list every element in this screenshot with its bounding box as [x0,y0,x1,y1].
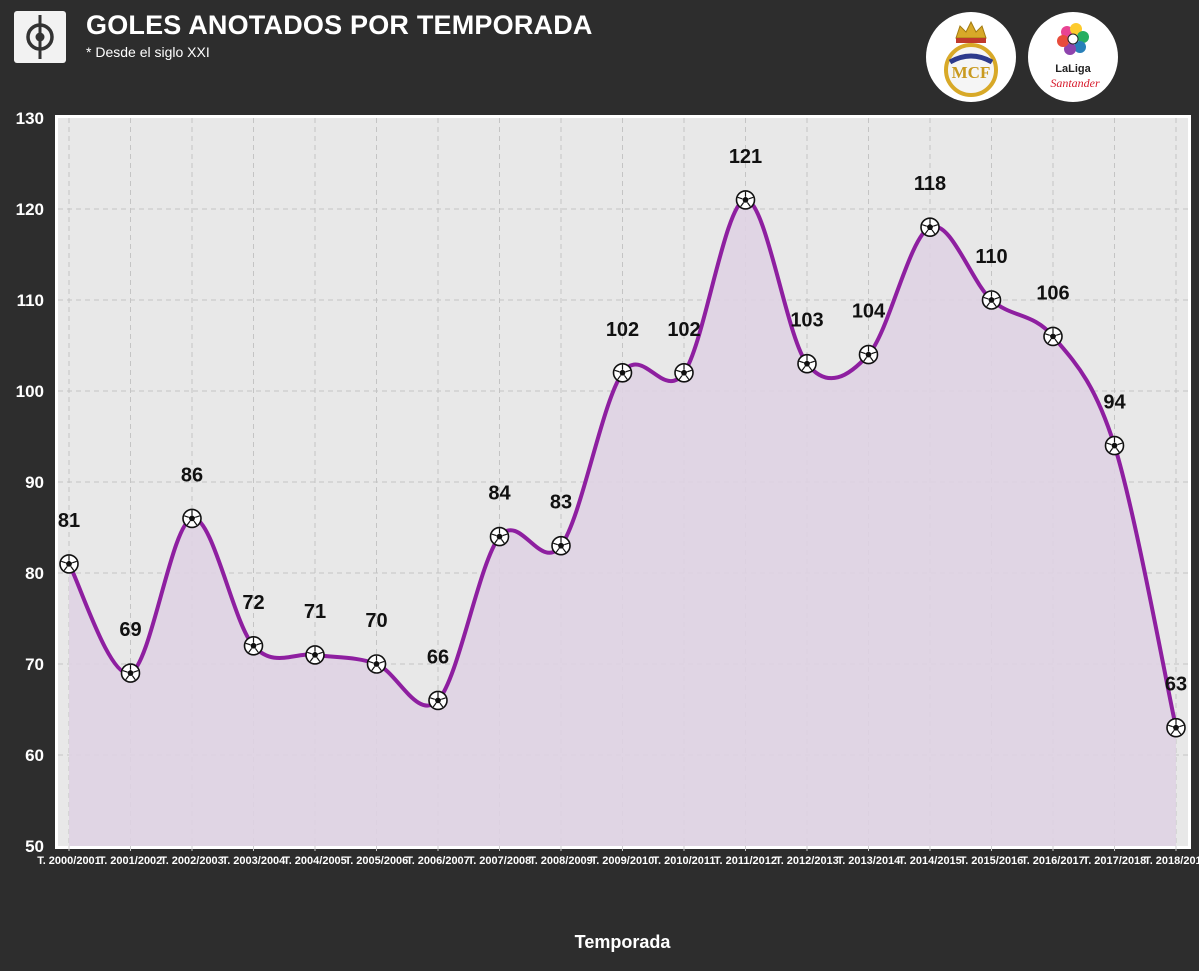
y-tick-label: 120 [16,200,44,219]
x-tick-label: T. 2014/2015 [898,855,962,867]
x-tick-label: T. 2016/2017 [1021,855,1085,867]
x-tick-label: T. 2018/2019 [1144,855,1199,867]
x-tick-label: T. 2004/2005 [283,855,347,867]
pitch-icon [26,15,54,59]
data-label: 72 [242,592,264,614]
soccer-ball-icon [981,290,1002,310]
y-tick-label: 110 [17,291,44,310]
soccer-ball-icon [305,645,325,665]
data-label: 94 [1103,392,1126,414]
x-tick-label: T. 2006/2007 [406,855,470,867]
data-label: 84 [488,483,511,505]
data-label: 110 [975,246,1007,268]
soccer-ball-icon [797,353,817,374]
soccer-ball-icon [59,554,79,574]
soccer-ball-icon [428,690,448,711]
x-tick-label: T. 2015/2016 [960,855,1024,867]
x-tick-label: T. 2003/2004 [222,855,286,867]
data-label: 70 [365,610,387,632]
x-tick-label: T. 2012/2013 [775,855,839,867]
soccer-ball-icon [489,526,510,547]
soccer-ball-icon [735,190,756,210]
data-label: 104 [852,301,886,323]
data-label: 83 [550,492,572,514]
data-label: 118 [914,173,946,195]
y-tick-label: 70 [25,655,44,674]
svg-text:LaLiga: LaLiga [1055,63,1091,75]
soccer-ball-icon [1043,326,1063,347]
chart-title: GOLES ANOTADOS POR TEMPORADA [86,10,593,40]
x-tick-label: T. 2009/2010 [591,855,655,867]
chart-subtitle: * Desde el siglo XXI [86,44,210,60]
soccer-ball-icon [182,508,202,529]
data-label: 102 [667,319,700,341]
x-tick-label: T. 2013/2014 [837,855,901,867]
soccer-ball-icon [551,535,571,556]
soccer-ball-icon [120,663,141,683]
x-tick-label: T. 2007/2008 [468,855,532,867]
x-axis-label: Temporada [574,932,671,952]
y-tick-label: 130 [16,109,44,128]
x-tick-label: T. 2011/2012 [714,855,777,867]
data-label: 66 [427,646,449,668]
data-label: 102 [606,319,639,341]
laliga-santander-logo: LaLiga Santander [1028,12,1118,102]
data-label: 69 [119,619,141,641]
x-tick-label: T. 2000/2001 [37,855,101,867]
data-label: 106 [1036,282,1069,304]
y-tick-label: 50 [25,837,44,856]
data-label: 121 [729,146,762,168]
soccer-ball-icon [366,654,387,674]
x-tick-label: T. 2002/2003 [160,855,224,867]
x-tick-label: T. 2010/2011 [652,855,715,867]
svg-text:Santander: Santander [1050,76,1100,90]
data-label: 81 [58,510,80,532]
soccer-ball-icon [1166,717,1186,738]
y-tick-label: 90 [25,473,44,492]
data-label: 71 [304,601,326,623]
soccer-ball-icon [674,362,694,383]
svg-text:MCF: MCF [952,63,991,82]
brand-logo [14,11,66,63]
x-tick-label: T. 2017/2018 [1083,855,1147,867]
y-tick-label: 100 [16,382,44,401]
series-area [69,199,1176,847]
soccer-ball-icon [612,362,633,383]
y-tick-label: 60 [25,746,44,765]
data-label: 63 [1165,674,1187,696]
soccer-ball-icon [920,217,940,237]
x-tick-label: T. 2005/2006 [345,855,409,867]
data-label: 86 [181,464,203,486]
soccer-ball-icon [1104,435,1125,456]
y-tick-label: 80 [25,564,44,583]
real-madrid-crest: MCF [926,12,1016,102]
x-tick-label: T. 2008/2009 [529,855,593,867]
x-tick-label: T. 2001/2002 [99,855,163,867]
soccer-ball-icon [858,344,879,365]
soccer-ball-icon [243,635,264,656]
data-label: 103 [790,310,823,332]
